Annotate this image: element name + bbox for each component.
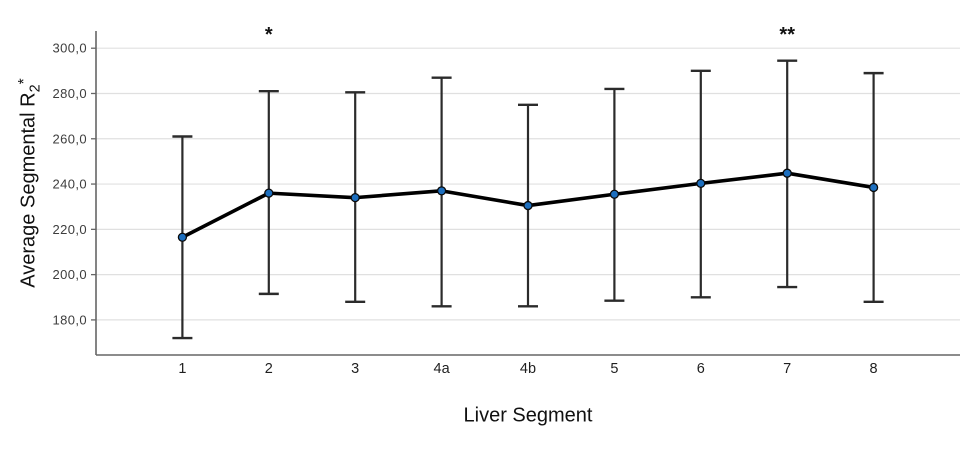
y-tick-label: 180,0 (52, 312, 87, 327)
x-tick-label: 4a (434, 361, 451, 377)
x-tick-label: 6 (697, 361, 705, 377)
significance-marker: ** (779, 24, 795, 46)
data-point-marker (264, 188, 274, 198)
data-point-marker (609, 189, 620, 199)
data-point-marker (696, 178, 706, 189)
x-tick-label: 1 (178, 361, 186, 377)
data-point-marker (177, 232, 188, 242)
y-tick-label: 240,0 (52, 177, 87, 192)
y-tick-label: 280,0 (52, 86, 87, 101)
data-point-marker (436, 186, 447, 196)
data-point-marker (782, 168, 792, 178)
y-axis-title: Average Segmental R2* (16, 78, 44, 288)
x-tick-label: 7 (783, 361, 791, 377)
y-tick-label: 220,0 (52, 222, 87, 237)
data-point-marker (868, 182, 879, 193)
y-axis-title-subscript: 2 (27, 84, 44, 93)
y-axis-title-superscript: * (16, 78, 34, 85)
x-tick-label: 4b (520, 361, 536, 377)
y-tick-label: 300,0 (52, 41, 87, 56)
x-tick-label: 8 (870, 361, 878, 377)
x-tick-label: 3 (351, 361, 359, 377)
x-tick-label: 5 (610, 361, 618, 377)
y-tick-label: 260,0 (52, 131, 87, 146)
x-axis-title: Liver Segment (463, 404, 593, 427)
significance-marker: * (265, 24, 273, 46)
x-tick-label: 2 (265, 361, 273, 377)
y-tick-label: 200,0 (52, 267, 87, 282)
y-axis-title-text: Average Segmental R (17, 92, 40, 288)
data-point-marker (523, 200, 533, 211)
data-point-marker (350, 192, 360, 203)
